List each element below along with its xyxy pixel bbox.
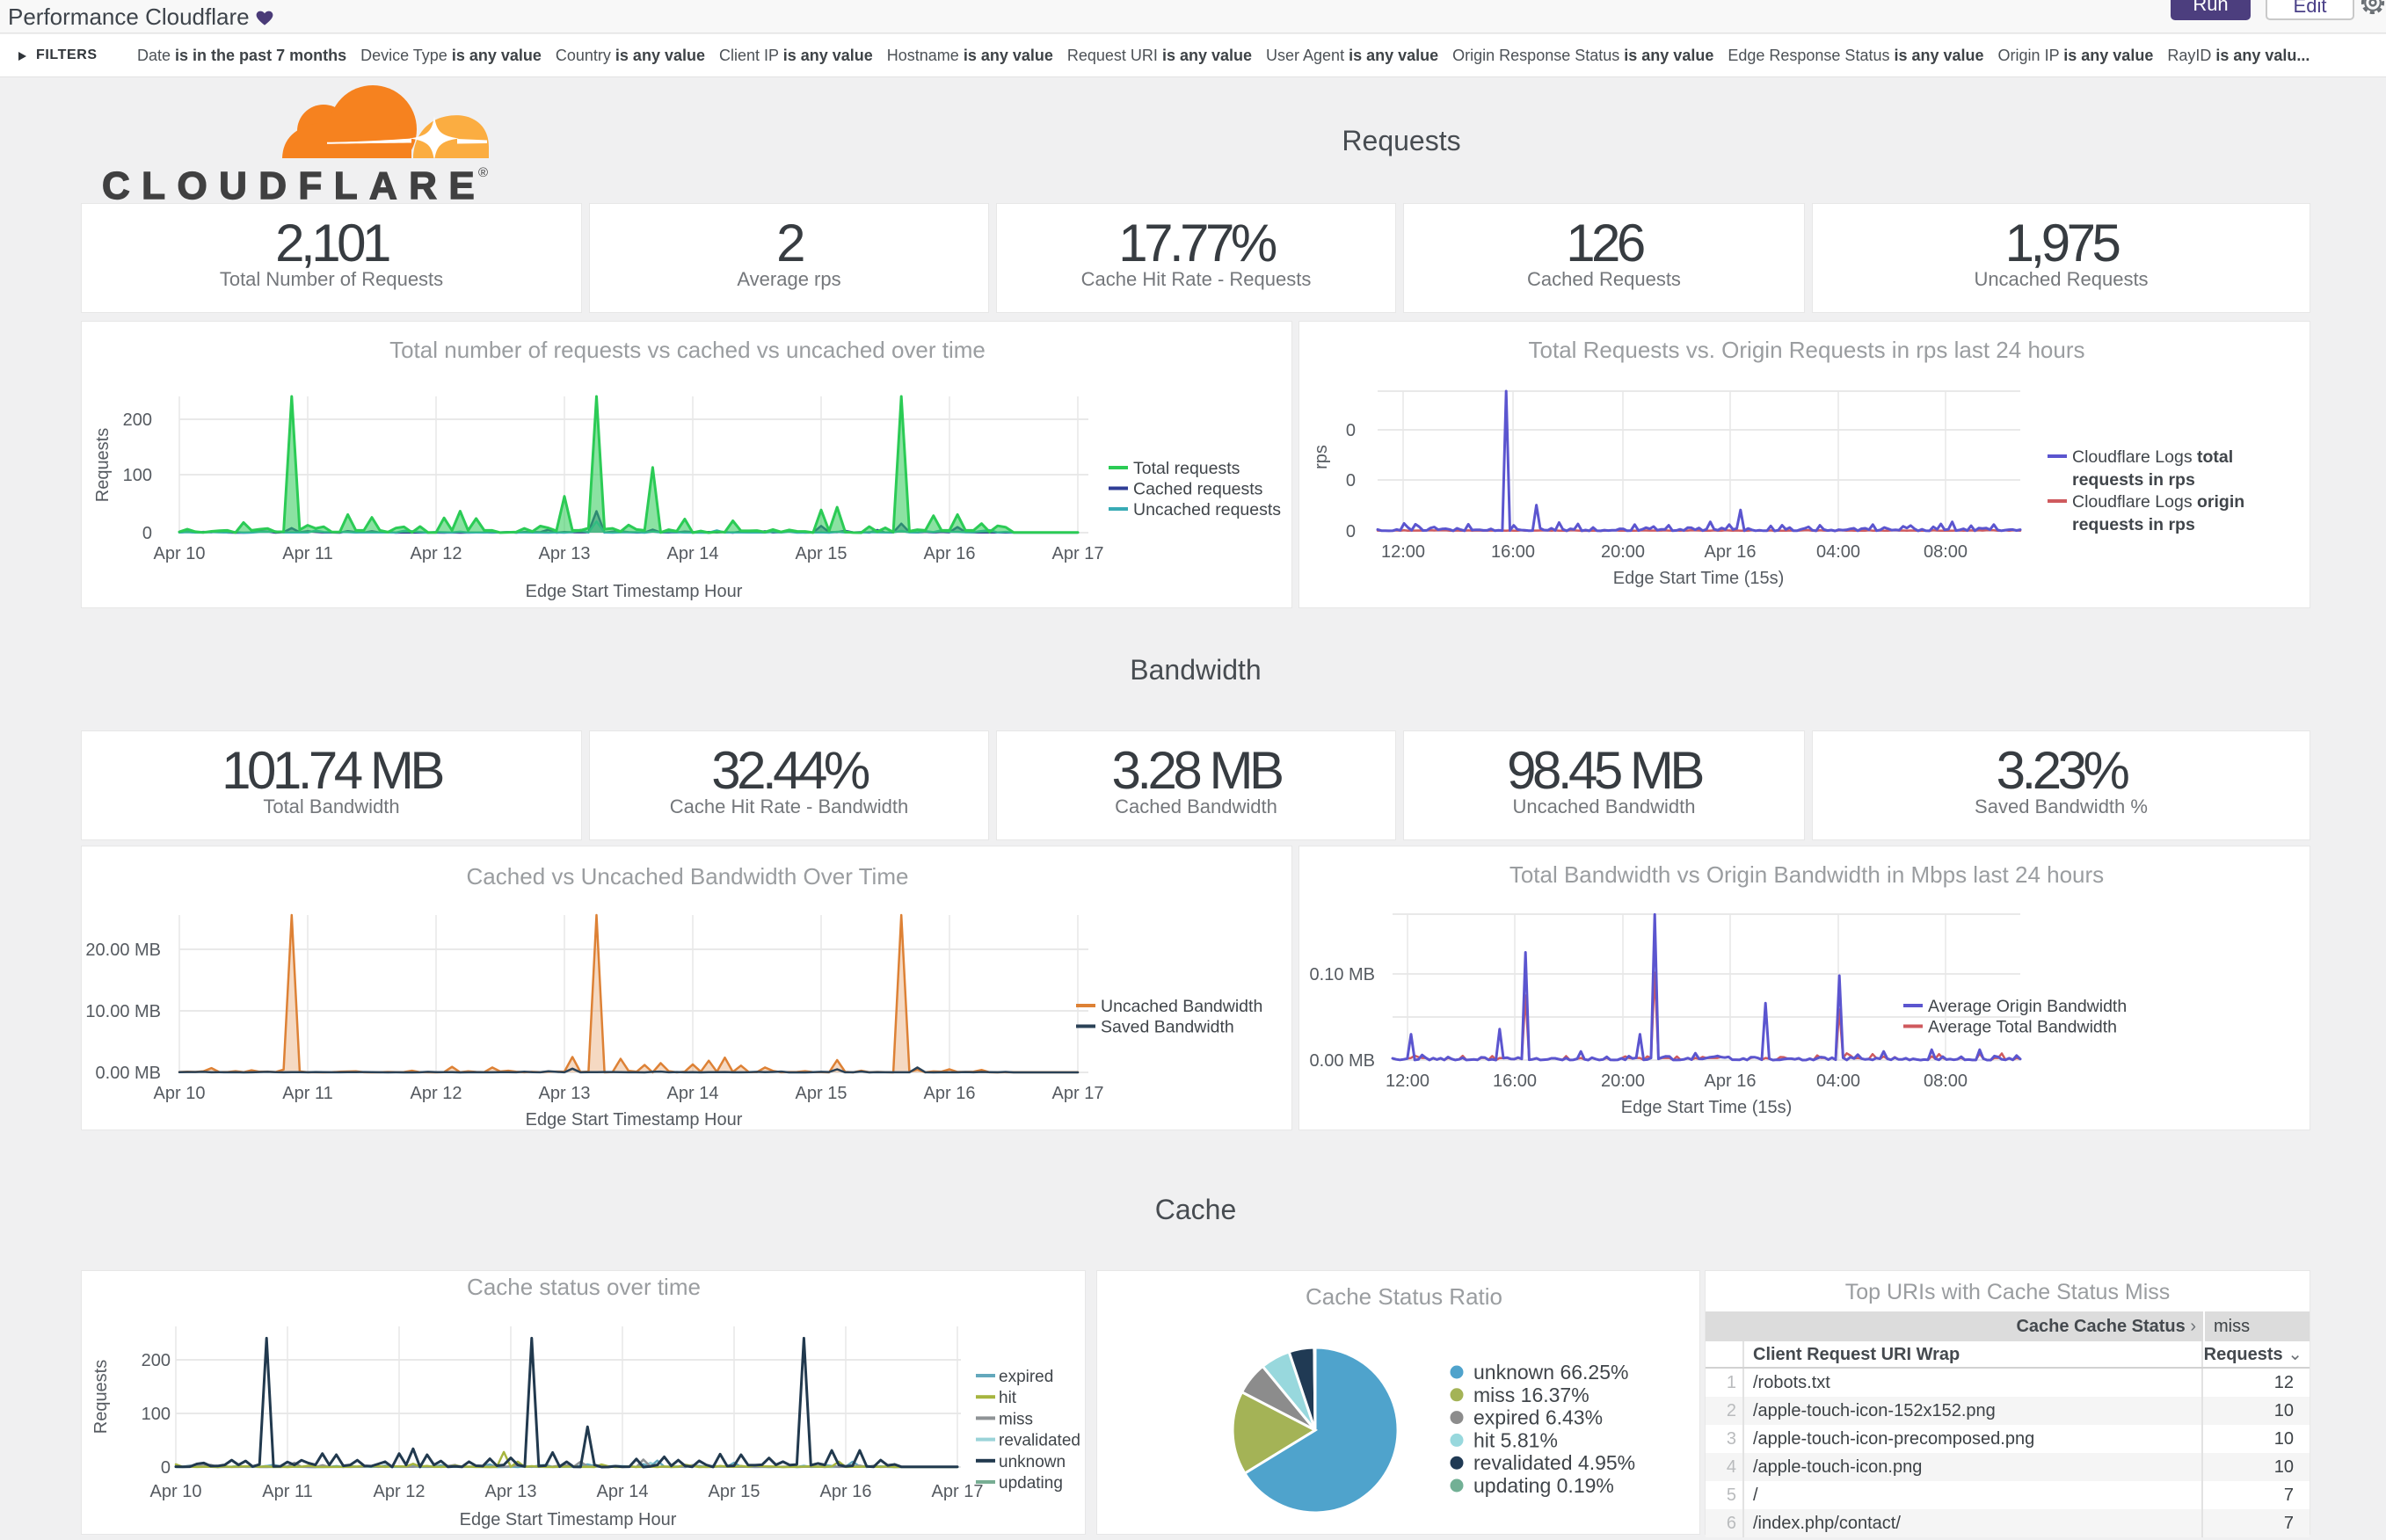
svg-text:Apr 10: Apr 10 bbox=[154, 544, 206, 563]
svg-text:Cloudflare Logs origin: Cloudflare Logs origin bbox=[2072, 492, 2244, 512]
svg-text:12:00: 12:00 bbox=[1381, 542, 1425, 562]
svg-text:Apr 15: Apr 15 bbox=[709, 1482, 760, 1501]
svg-text:CLOUDFLARE: CLOUDFLARE bbox=[102, 164, 486, 207]
svg-text:Apr 17: Apr 17 bbox=[1052, 1084, 1104, 1103]
svg-text:Edge Start Timestamp Hour: Edge Start Timestamp Hour bbox=[460, 1510, 677, 1529]
svg-text:revalidated: revalidated bbox=[999, 1432, 1080, 1450]
svg-text:Average Total Bandwidth: Average Total Bandwidth bbox=[1928, 1018, 2117, 1037]
svg-text:Apr 16: Apr 16 bbox=[1705, 1071, 1757, 1091]
svg-text:Apr 16: Apr 16 bbox=[924, 544, 976, 563]
svg-text:Edge Start Time (15s): Edge Start Time (15s) bbox=[1613, 569, 1785, 588]
svg-text:updating 0.19%: updating 0.19% bbox=[1473, 1474, 1614, 1497]
svg-text:0: 0 bbox=[1346, 421, 1356, 440]
svg-text:04:00: 04:00 bbox=[1816, 542, 1860, 562]
svg-text:requests in rps: requests in rps bbox=[2072, 515, 2195, 534]
svg-text:10.00 MB: 10.00 MB bbox=[85, 1002, 161, 1021]
svg-text:Apr 15: Apr 15 bbox=[796, 544, 847, 563]
svg-text:16:00: 16:00 bbox=[1491, 542, 1535, 562]
svg-text:Edge Start Time (15s): Edge Start Time (15s) bbox=[1621, 1098, 1793, 1117]
svg-text:®: ® bbox=[478, 165, 488, 180]
svg-text:08:00: 08:00 bbox=[1924, 542, 1968, 562]
svg-text:Apr 14: Apr 14 bbox=[597, 1482, 649, 1501]
svg-text:100: 100 bbox=[123, 466, 152, 485]
svg-text:miss: miss bbox=[999, 1410, 1033, 1428]
svg-text:0: 0 bbox=[142, 524, 152, 543]
svg-text:Cached vs Uncached Bandwidth O: Cached vs Uncached Bandwidth Over Time bbox=[467, 863, 909, 890]
svg-text:unknown: unknown bbox=[999, 1453, 1066, 1471]
svg-text:Apr 10: Apr 10 bbox=[154, 1084, 206, 1103]
svg-text:unknown 66.25%: unknown 66.25% bbox=[1473, 1361, 1628, 1384]
svg-text:Apr 16: Apr 16 bbox=[1705, 542, 1757, 562]
svg-text:Uncached requests: Uncached requests bbox=[1133, 500, 1281, 519]
svg-text:Apr 11: Apr 11 bbox=[282, 544, 332, 563]
svg-text:Cached requests: Cached requests bbox=[1133, 480, 1263, 499]
svg-text:Apr 13: Apr 13 bbox=[485, 1482, 537, 1501]
svg-text:miss 16.37%: miss 16.37% bbox=[1473, 1384, 1589, 1406]
svg-text:rps: rps bbox=[1312, 445, 1331, 469]
svg-text:Total Requests vs. Origin Requ: Total Requests vs. Origin Requests in rp… bbox=[1529, 337, 2085, 363]
svg-text:Requests: Requests bbox=[93, 428, 113, 503]
svg-text:0.00 MB: 0.00 MB bbox=[96, 1064, 161, 1083]
svg-text:20:00: 20:00 bbox=[1601, 542, 1645, 562]
svg-text:Apr 12: Apr 12 bbox=[374, 1482, 426, 1501]
svg-text:hit: hit bbox=[999, 1389, 1017, 1407]
svg-text:Apr 13: Apr 13 bbox=[539, 544, 591, 563]
svg-text:Requests: Requests bbox=[91, 1360, 111, 1435]
svg-text:expired: expired bbox=[999, 1368, 1053, 1386]
svg-text:revalidated 4.95%: revalidated 4.95% bbox=[1473, 1451, 1635, 1474]
svg-text:20.00 MB: 20.00 MB bbox=[85, 941, 161, 960]
svg-text:200: 200 bbox=[123, 410, 152, 430]
svg-text:Edge Start Timestamp Hour: Edge Start Timestamp Hour bbox=[526, 1110, 743, 1130]
svg-text:0.00 MB: 0.00 MB bbox=[1310, 1051, 1375, 1071]
svg-text:16:00: 16:00 bbox=[1493, 1071, 1537, 1091]
svg-text:Apr 12: Apr 12 bbox=[411, 1084, 462, 1103]
svg-text:Apr 14: Apr 14 bbox=[667, 544, 719, 563]
svg-text:Apr 16: Apr 16 bbox=[820, 1482, 872, 1501]
svg-text:hit 5.81%: hit 5.81% bbox=[1473, 1428, 1558, 1451]
svg-text:Total requests: Total requests bbox=[1133, 459, 1240, 478]
svg-text:Apr 13: Apr 13 bbox=[539, 1084, 591, 1103]
svg-text:0: 0 bbox=[1346, 471, 1356, 490]
svg-text:Total Bandwidth vs Origin Band: Total Bandwidth vs Origin Bandwidth in M… bbox=[1509, 861, 2104, 888]
svg-text:updating: updating bbox=[999, 1474, 1063, 1493]
svg-text:100: 100 bbox=[142, 1405, 171, 1424]
svg-text:Apr 11: Apr 11 bbox=[262, 1482, 312, 1501]
svg-text:Saved Bandwidth: Saved Bandwidth bbox=[1101, 1018, 1234, 1037]
svg-text:0: 0 bbox=[1346, 522, 1356, 541]
svg-text:expired 6.43%: expired 6.43% bbox=[1473, 1406, 1603, 1429]
svg-text:12:00: 12:00 bbox=[1386, 1071, 1429, 1091]
svg-text:Apr 15: Apr 15 bbox=[796, 1084, 847, 1103]
svg-text:Uncached Bandwidth: Uncached Bandwidth bbox=[1101, 997, 1262, 1016]
svg-text:Cache status over time: Cache status over time bbox=[467, 1274, 701, 1300]
svg-text:Apr 14: Apr 14 bbox=[667, 1084, 719, 1103]
svg-text:20:00: 20:00 bbox=[1601, 1071, 1645, 1091]
svg-text:0.10 MB: 0.10 MB bbox=[1310, 965, 1375, 984]
svg-text:Cloudflare Logs total: Cloudflare Logs total bbox=[2072, 447, 2233, 467]
svg-text:200: 200 bbox=[142, 1351, 171, 1370]
svg-text:Apr 11: Apr 11 bbox=[282, 1084, 332, 1103]
svg-text:Average Origin Bandwidth: Average Origin Bandwidth bbox=[1928, 997, 2127, 1016]
svg-text:08:00: 08:00 bbox=[1924, 1071, 1968, 1091]
svg-text:Total number of requests vs ca: Total number of requests vs cached vs un… bbox=[389, 337, 986, 363]
svg-text:Apr 12: Apr 12 bbox=[411, 544, 462, 563]
svg-text:0: 0 bbox=[161, 1458, 171, 1478]
svg-text:Apr 17: Apr 17 bbox=[1052, 544, 1104, 563]
svg-text:Apr 16: Apr 16 bbox=[924, 1084, 976, 1103]
svg-text:04:00: 04:00 bbox=[1816, 1071, 1860, 1091]
svg-text:Edge Start Timestamp Hour: Edge Start Timestamp Hour bbox=[526, 582, 743, 601]
svg-text:Cache Status Ratio: Cache Status Ratio bbox=[1306, 1283, 1502, 1310]
svg-text:Apr 17: Apr 17 bbox=[932, 1482, 984, 1501]
svg-text:Apr 10: Apr 10 bbox=[150, 1482, 202, 1501]
svg-text:requests in rps: requests in rps bbox=[2072, 470, 2195, 490]
